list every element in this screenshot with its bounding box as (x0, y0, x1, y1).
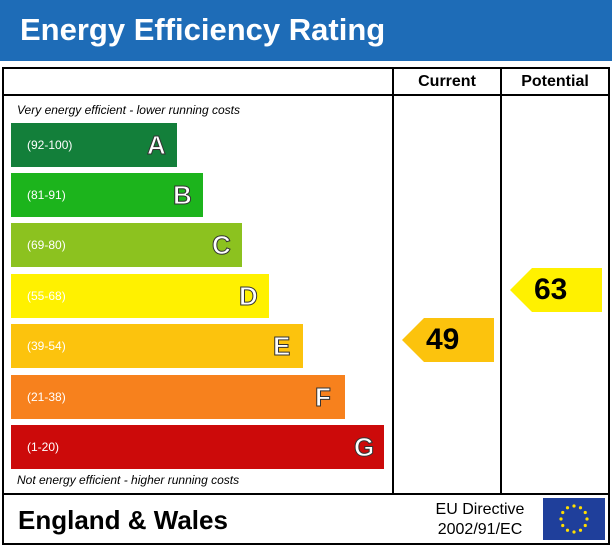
flag-star (583, 523, 587, 528)
region-label: England & Wales (18, 505, 228, 535)
flag-star (585, 517, 589, 521)
title-bar: Energy Efficiency Rating (0, 0, 612, 61)
current-rating-value: 49 (426, 323, 460, 356)
band-e: (39-54) E (11, 324, 303, 368)
flag-star (572, 530, 576, 534)
band-range-label: (55-68) (27, 289, 66, 303)
band-letter-label: G (353, 432, 375, 463)
flag-star (578, 506, 583, 510)
band-letter-label: F (315, 382, 332, 413)
eu-flag-icon (543, 498, 605, 540)
band-d: (55-68) D (11, 274, 269, 318)
band-range-label: (1-20) (27, 440, 60, 454)
band-letter-label: C (212, 230, 232, 261)
top-note: Very energy efficient - lower running co… (17, 103, 240, 117)
flag-star (565, 506, 570, 510)
current-arrow-shape (402, 318, 494, 362)
band-range-label: (39-54) (27, 339, 66, 353)
header-divider (2, 94, 610, 96)
flag-star (578, 528, 583, 532)
band-range-label: (69-80) (27, 238, 66, 252)
column-divider-current (392, 67, 394, 495)
band-a: (92-100) A (11, 123, 177, 167)
footer-divider (2, 493, 610, 495)
band-letter-label: A (147, 130, 167, 161)
potential-arrow-shape (510, 268, 602, 312)
potential-column-header: Potential (521, 73, 589, 90)
band-letter-label: B (173, 180, 193, 211)
eu-directive-label: EU Directive (435, 501, 525, 518)
band-g: (1-20) G (11, 425, 384, 469)
band-letter-label: D (239, 281, 259, 312)
flag-star (561, 523, 565, 528)
bottom-note: Not energy efficient - higher running co… (17, 473, 240, 487)
flag-star (565, 528, 570, 532)
band-letter-label: E (272, 331, 291, 362)
eu-directive-number: 2002/91/EC (437, 521, 523, 538)
page-title: Energy Efficiency Rating (20, 12, 386, 47)
band-b: (81-91) B (11, 173, 203, 217)
flag-star (559, 517, 563, 521)
band-range-label: (21-38) (27, 390, 66, 404)
flag-star (561, 510, 565, 515)
band-range-label: (92-100) (27, 138, 73, 152)
band-f: (21-38) F (11, 375, 345, 419)
flag-star (583, 510, 587, 515)
potential-rating-value: 63 (534, 273, 568, 306)
column-divider-potential (500, 67, 502, 495)
rating-table (2, 67, 610, 545)
band-range-label: (81-91) (27, 188, 66, 202)
current-column-header: Current (418, 73, 476, 90)
flag-star (572, 504, 576, 508)
band-c: (69-80) C (11, 223, 242, 267)
